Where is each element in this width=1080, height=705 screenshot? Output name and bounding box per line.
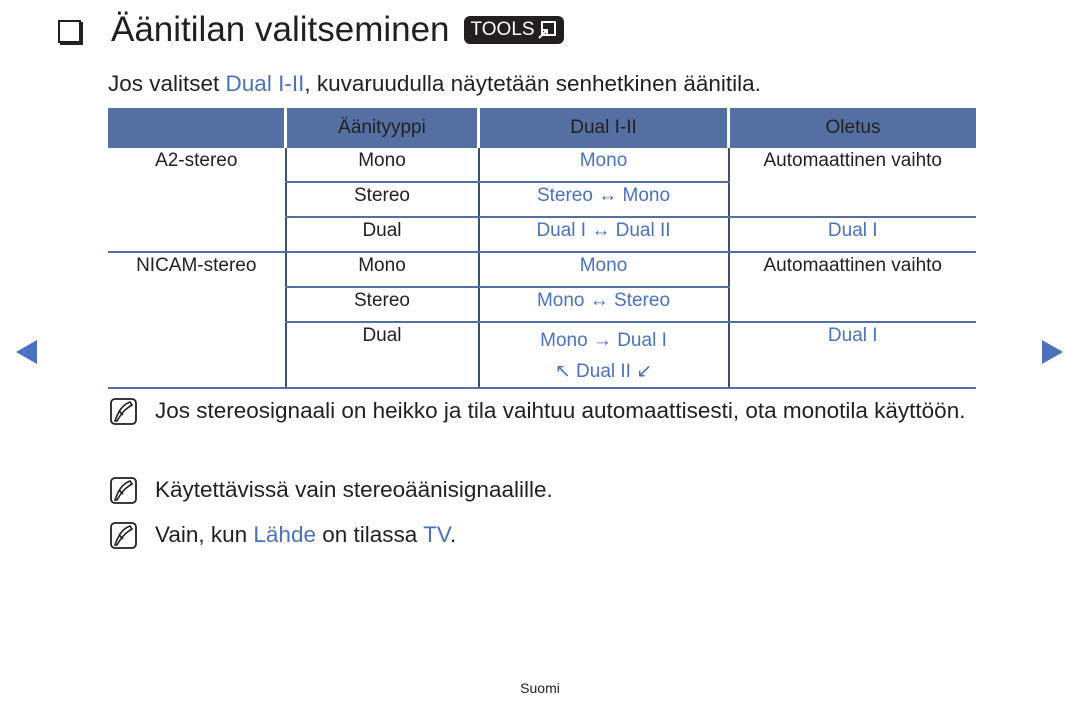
dual-line-1: Mono → Dual I (540, 330, 667, 351)
default-cell: Automaattinen vaihto (727, 148, 976, 218)
note-icon (110, 522, 137, 549)
note-text: Vain, kun Lähde on tilassa TV. (155, 522, 457, 547)
previous-page-arrow-icon[interactable] (16, 340, 37, 364)
tools-label: TOOLS (470, 19, 535, 40)
note-text: Käytettävissä vain stereoäänisignaalille… (155, 477, 553, 502)
note-icon (110, 398, 137, 425)
header-cell: Dual I-II (477, 108, 729, 148)
type-cell: Mono (284, 252, 479, 288)
type-cell: Stereo (284, 287, 479, 323)
checkbox-bullet-icon (58, 19, 81, 43)
table-row: Dual Mono → Dual I ↖ Dual II ↙ Dual I (108, 322, 976, 389)
note-text: Jos stereosignaali on heikko ja tila vai… (155, 398, 966, 423)
default-cell: Automaattinen vaihto (727, 252, 976, 323)
title-text: Äänitilan valitseminen (111, 10, 450, 49)
note-item: Vain, kun Lähde on tilassa TV. (110, 518, 970, 551)
header-cell: Äänityyppi (284, 108, 479, 148)
type-cell: Dual (284, 322, 479, 389)
dual-line-2: ↖ Dual II ↙ (554, 361, 653, 382)
footer-language: Suomi (520, 680, 560, 696)
sound-mode-table: Äänityyppi Dual I-II Oletus A2-stereo Mo… (108, 108, 976, 389)
tools-badge: TOOLS (463, 16, 564, 44)
page-title: Äänitilan valitseminen TOOLS (58, 10, 564, 50)
table-row: NICAM-stereo Mono Mono Automaattinen vai… (108, 252, 976, 389)
table-row: Stereo Stereo ↔ Mono (108, 182, 976, 218)
type-cell: Dual (284, 217, 479, 253)
tools-remote-icon (537, 21, 556, 39)
type-cell: Stereo (284, 182, 479, 218)
table-row: Dual Dual I ↔ Dual II Dual I (108, 217, 976, 253)
dual-link: Dual I-II (225, 71, 305, 96)
dual-cell: Dual I ↔ Dual II (477, 217, 729, 253)
source-term: Lähde (253, 522, 316, 547)
default-cell: Dual I (727, 322, 976, 389)
dual-cell: Stereo ↔ Mono (477, 182, 729, 218)
default-cell: Dual I (727, 217, 976, 253)
dual-cell: Mono ↔ Stereo (477, 287, 729, 323)
intro-text: Jos valitset Dual I-II, kuvaruudulla näy… (108, 71, 761, 96)
type-cell: Mono (284, 148, 479, 183)
next-page-arrow-icon[interactable] (1042, 340, 1063, 364)
header-cell (108, 108, 286, 148)
note-item: Jos stereosignaali on heikko ja tila vai… (110, 394, 970, 427)
table-row: A2-stereo Mono Mono Automaattinen vaihto (108, 148, 976, 253)
header-cell: Oletus (727, 108, 976, 148)
note-icon (110, 477, 137, 504)
note-item: Käytettävissä vain stereoäänisignaalille… (110, 473, 970, 506)
dual-cell: Mono (477, 148, 729, 183)
table-header-row: Äänityyppi Dual I-II Oletus (108, 108, 976, 148)
group-cell: A2-stereo (108, 148, 286, 253)
group-cell: NICAM-stereo (108, 252, 286, 389)
dual-cell: Mono (477, 252, 729, 288)
dual-cell: Mono → Dual I ↖ Dual II ↙ (477, 322, 729, 389)
tv-term: TV (423, 522, 450, 547)
table-row: Stereo Mono ↔ Stereo (108, 287, 976, 323)
